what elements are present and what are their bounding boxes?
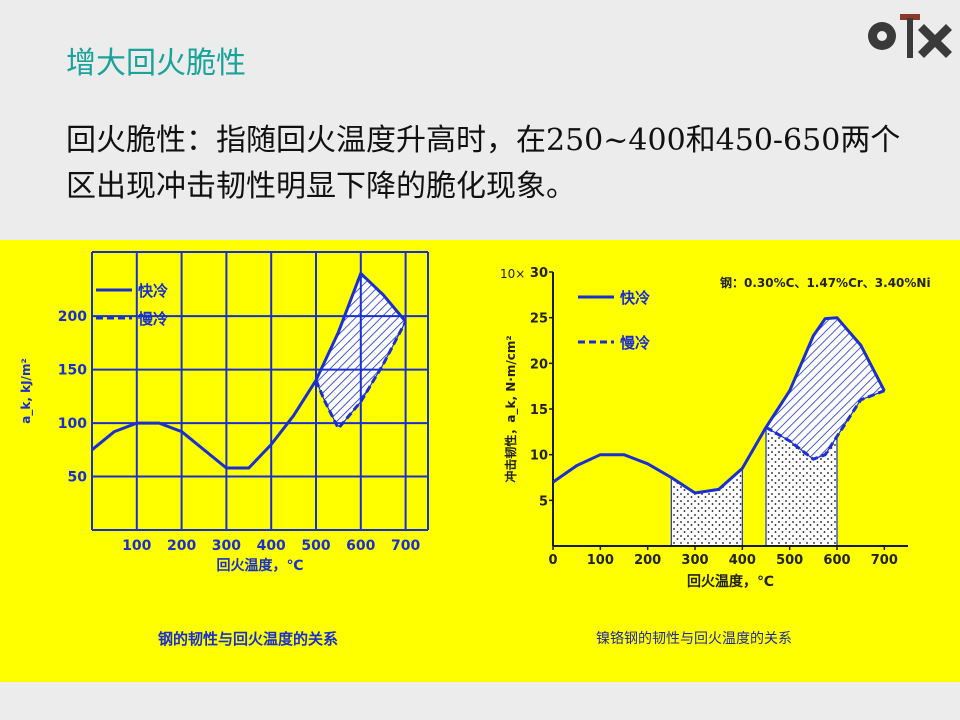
chart-panel: 100 200 300 400 500 600 700 50 100 150 200 快冷 慢冷 回火温度… xyxy=(0,240,960,682)
chart1-x-tick-label: 200 xyxy=(167,538,196,554)
chart2-annotation: 钢：0.30%C、1.47%Cr、3.40%Ni xyxy=(720,275,931,290)
chart2-x-tick-label: 100 xyxy=(587,553,614,568)
chart2-series-slow-cool xyxy=(765,389,885,461)
chart1-x-tick-label: 700 xyxy=(391,538,420,554)
chart2-x-tick-label: 700 xyxy=(871,553,898,568)
chart2-y-multiplier: 10× xyxy=(500,267,525,281)
chart-tempering-toughness: 100 200 300 400 500 600 700 50 100 150 200 快冷慢冷回火温度… xyxy=(19,251,429,574)
chart2-y-tick-label: 20 xyxy=(530,357,548,372)
chart1-x-tick-label: 100 xyxy=(122,538,151,554)
chart2-y-tick-label: 5 xyxy=(539,494,548,509)
chart1-legend-label-1: 慢冷 xyxy=(138,310,168,328)
chart2-x-tick-label: 400 xyxy=(729,553,756,568)
chart1-series-slow-cool xyxy=(314,320,407,430)
chart1-series-fast-cool xyxy=(91,271,407,470)
chart2-legend-label-0: 快冷 xyxy=(620,289,650,307)
chart1-y-tick-label: 100 xyxy=(58,416,87,432)
slide-title: 增大回火脆性 xyxy=(66,46,246,81)
chart1-x-tick-label: 600 xyxy=(346,538,375,554)
body-text: 回火脆性：指随回火温度升高时，在250~400和450-650两个区出现冲击韧性… xyxy=(66,123,901,204)
chart2-legend-label-1: 慢冷 xyxy=(620,334,650,352)
chart2-y-tick-label: 30 xyxy=(530,266,548,281)
chart1-x-tick-label: 300 xyxy=(212,538,241,554)
chart2-caption: 镍铬钢的韧性与回火温度的关系 xyxy=(596,631,792,647)
university-logo-icon xyxy=(868,14,952,58)
chart2-y-tick-label: 10 xyxy=(530,449,548,464)
chart1-x-axis-label: 回火温度，℃ xyxy=(217,557,304,574)
chart2-y-axis-label: 冲击韧性，a_k, N·m/cm² xyxy=(503,335,519,482)
charts-svg: 100 200 300 400 500 600 70050100150200快冷慢冷回火温度… xyxy=(19,251,931,590)
chart2-x-tick-label: 300 xyxy=(681,553,708,568)
chart2-x-tick-label: 200 xyxy=(634,553,661,568)
chart-nicr-steel-toughness: 0 100 200 300 400 500 600 700 5 10 15 20 25 30 快冷慢冷回火温… xyxy=(500,266,931,590)
chart2-x-tick-label: 600 xyxy=(823,553,850,568)
chart2-shaded-region-0 xyxy=(670,467,743,547)
chart2-shaded-region-2 xyxy=(765,317,886,460)
chart2-x-tick-label: 500 xyxy=(776,553,803,568)
chart2-x-tick-label: 0 xyxy=(548,553,557,568)
chart1-x-tick-label: 500 xyxy=(301,538,330,554)
chart1-x-tick-label: 400 xyxy=(257,538,286,554)
chart2-x-axis-label: 回火温度，℃ xyxy=(687,573,774,590)
chart1-y-axis-label: a_k, kJ/m² xyxy=(19,358,34,423)
chart1-legend-label-0: 快冷 xyxy=(138,282,168,300)
chart1-y-tick-label: 50 xyxy=(68,470,88,486)
chart1-caption: 钢的韧性与回火温度的关系 xyxy=(158,630,339,648)
chart1-y-tick-label: 200 xyxy=(58,309,87,325)
chart2-series-fast-cool xyxy=(552,316,886,495)
chart2-y-tick-label: 25 xyxy=(530,312,548,327)
chart2-y-tick-label: 15 xyxy=(530,403,548,418)
chart1-y-tick-label: 150 xyxy=(58,363,87,379)
